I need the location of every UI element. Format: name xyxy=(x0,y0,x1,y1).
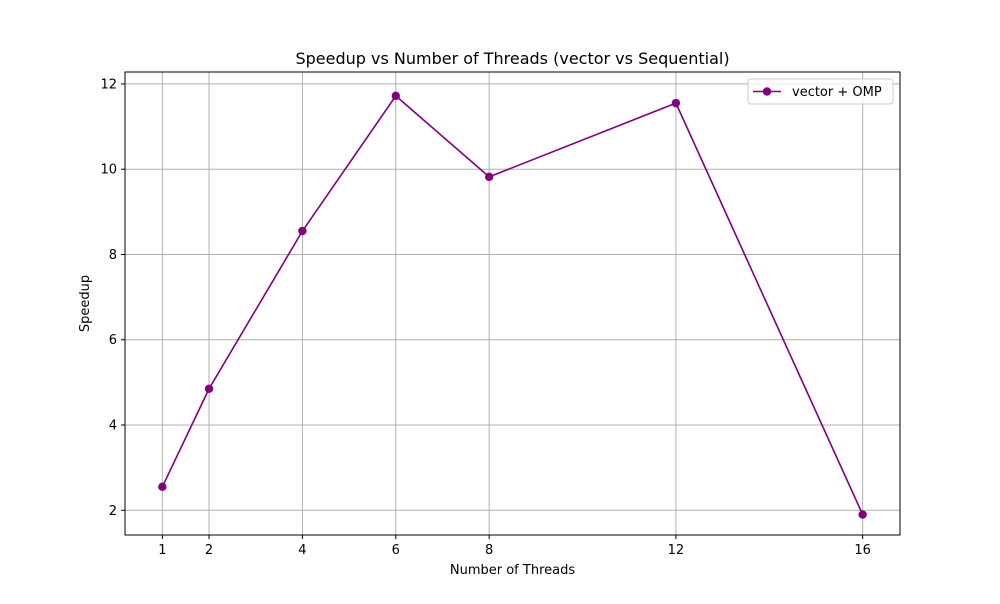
data-point xyxy=(858,510,867,519)
y-tick-label: 6 xyxy=(109,333,117,348)
series-layer xyxy=(158,91,867,519)
y-tick-label: 10 xyxy=(100,163,117,178)
legend-box xyxy=(747,78,894,105)
plot-frame xyxy=(124,71,901,536)
x-tick-label: 16 xyxy=(854,543,871,558)
y-tick-label: 12 xyxy=(100,77,117,92)
data-point xyxy=(484,172,494,182)
x-axis-label: Number of Threads xyxy=(450,563,575,578)
data-point xyxy=(298,226,307,236)
data-point xyxy=(671,98,681,108)
legend-marker-vector-omp xyxy=(762,87,772,96)
x-tick-label: 4 xyxy=(298,543,306,558)
grid xyxy=(125,72,900,535)
x-tick-label: 6 xyxy=(392,543,400,558)
x-tick-label: 8 xyxy=(485,543,493,558)
y-tick-label: 2 xyxy=(109,504,117,519)
y-tick-label: 8 xyxy=(109,248,117,263)
y-tick-label: 4 xyxy=(109,419,117,434)
chart-title: Speedup vs Number of Threads (vector vs … xyxy=(295,49,729,68)
x-tick-label: 12 xyxy=(668,543,685,558)
data-point xyxy=(391,91,400,101)
data-point xyxy=(204,384,214,393)
y-axis-label: Speedup xyxy=(78,275,93,332)
series-line-vector-omp xyxy=(161,95,864,515)
x-tick-label: 2 xyxy=(205,543,213,558)
data-point xyxy=(158,482,167,492)
legend-label-vector-omp: vector + OMP xyxy=(792,85,882,100)
x-tick-label: 1 xyxy=(158,543,166,558)
legend: vector + OMP xyxy=(747,78,894,105)
